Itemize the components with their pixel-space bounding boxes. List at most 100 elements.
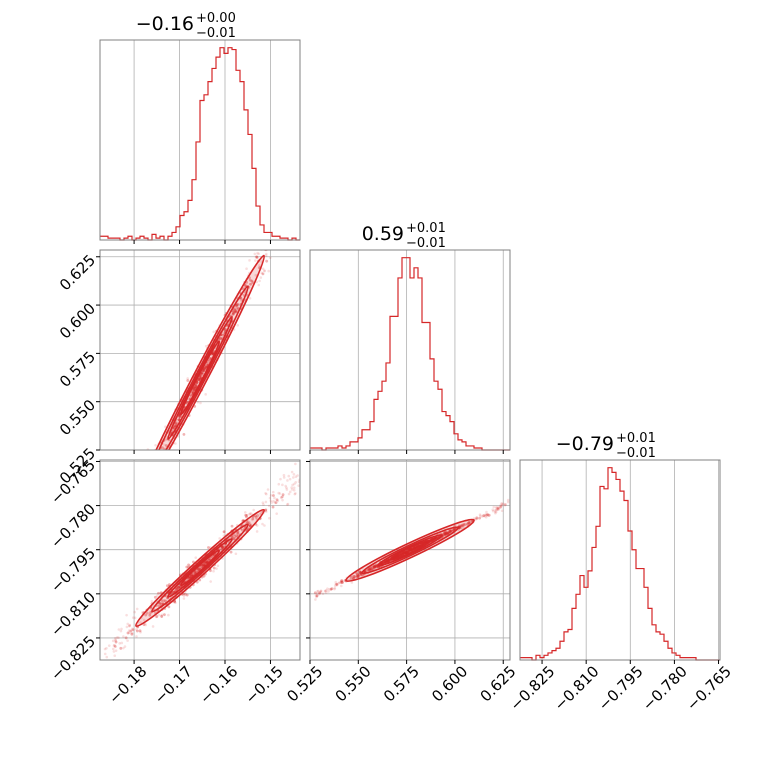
sample-point — [433, 537, 436, 541]
panel-1-0-frame — [99, 249, 301, 451]
sample-point — [130, 627, 134, 631]
sample-point — [352, 577, 356, 580]
sample-point — [291, 476, 295, 479]
pair-0-2-scatter — [103, 462, 300, 659]
sample-point — [292, 488, 296, 492]
sample-point — [443, 531, 446, 535]
sample-point — [235, 531, 238, 535]
sample-point — [126, 639, 129, 642]
sample-point — [281, 498, 284, 502]
sample-point — [433, 537, 436, 541]
sample-point — [157, 455, 160, 458]
sample-point — [243, 290, 247, 294]
sample-point — [413, 546, 417, 550]
sample-point — [385, 559, 389, 562]
contour-line — [150, 285, 250, 450]
sample-point — [502, 502, 505, 506]
sample-point — [364, 570, 367, 573]
sample-point — [282, 213, 285, 216]
sample-point — [294, 186, 297, 189]
sample-point — [268, 496, 272, 500]
sample-point — [263, 269, 266, 272]
sample-point — [444, 532, 448, 536]
y-tick-label: −0.810 — [47, 588, 99, 640]
sample-point — [234, 309, 238, 312]
sample-point — [494, 511, 497, 515]
sample-point — [146, 477, 149, 480]
sample-point — [374, 564, 378, 568]
sample-point — [104, 561, 107, 564]
sample-point — [467, 521, 470, 525]
sample-point — [148, 468, 151, 471]
sample-point — [399, 553, 402, 557]
sample-point — [235, 535, 238, 538]
sample-point — [149, 611, 152, 614]
sample-point — [281, 221, 284, 224]
sample-point — [185, 565, 189, 569]
sample-point — [167, 605, 171, 609]
sample-point — [276, 228, 279, 231]
sample-point — [118, 642, 122, 645]
param-2-title: −0.79 +0.01−0.01 — [556, 431, 656, 461]
sample-point — [409, 548, 413, 551]
hist-bar — [410, 278, 414, 450]
sample-point — [199, 401, 202, 405]
sample-point — [443, 531, 447, 534]
hist-bar — [378, 391, 382, 450]
sample-point — [129, 515, 132, 518]
x-tick-label: 0.525 — [283, 662, 326, 705]
sample-point — [277, 491, 280, 495]
sample-point — [319, 589, 323, 593]
title-lower: −0.01 — [616, 446, 656, 461]
sample-point — [278, 226, 281, 229]
sample-point — [153, 595, 157, 599]
param-0-histogram — [100, 47, 300, 241]
sample-point — [486, 513, 490, 516]
sample-point — [355, 574, 359, 578]
hist-bar — [616, 479, 620, 660]
sample-point — [329, 588, 333, 591]
sample-point — [194, 384, 197, 388]
sample-point — [118, 532, 121, 535]
param-1-title: 0.59 +0.01−0.01 — [362, 221, 446, 251]
sample-point — [126, 495, 129, 498]
sample-point — [271, 505, 275, 509]
sample-point — [177, 414, 181, 418]
sample-point — [465, 522, 469, 526]
sample-point — [400, 553, 404, 556]
sample-point — [291, 209, 294, 212]
sample-point — [170, 453, 173, 456]
sample-point — [117, 636, 120, 639]
sample-point — [444, 531, 448, 535]
sample-point — [135, 514, 138, 517]
sample-point — [164, 425, 167, 429]
sample-point — [232, 308, 236, 312]
sample-point — [154, 443, 157, 447]
panel-0-0-frame — [99, 39, 301, 241]
sample-point — [281, 493, 285, 497]
sample-point — [381, 562, 384, 565]
x-tick-label: 0.575 — [380, 662, 423, 705]
hist-bar — [434, 381, 438, 450]
sample-point — [406, 550, 409, 554]
sample-point — [358, 571, 362, 575]
sample-point — [367, 568, 371, 572]
sample-point — [205, 560, 209, 563]
sample-point — [158, 602, 162, 605]
sample-point — [478, 513, 482, 516]
sample-point — [384, 560, 388, 563]
sample-point — [255, 280, 259, 284]
sample-point — [156, 455, 159, 458]
sample-point — [415, 546, 419, 550]
sample-point — [372, 564, 376, 568]
sample-point — [495, 508, 499, 511]
sample-point — [339, 584, 343, 588]
sample-point — [166, 452, 169, 455]
sample-point — [290, 470, 294, 474]
sample-point — [135, 629, 139, 633]
contour-line — [179, 340, 221, 416]
sample-point — [139, 630, 142, 634]
sample-point — [432, 537, 436, 541]
hist-bar — [236, 70, 240, 240]
sample-point — [372, 565, 376, 569]
